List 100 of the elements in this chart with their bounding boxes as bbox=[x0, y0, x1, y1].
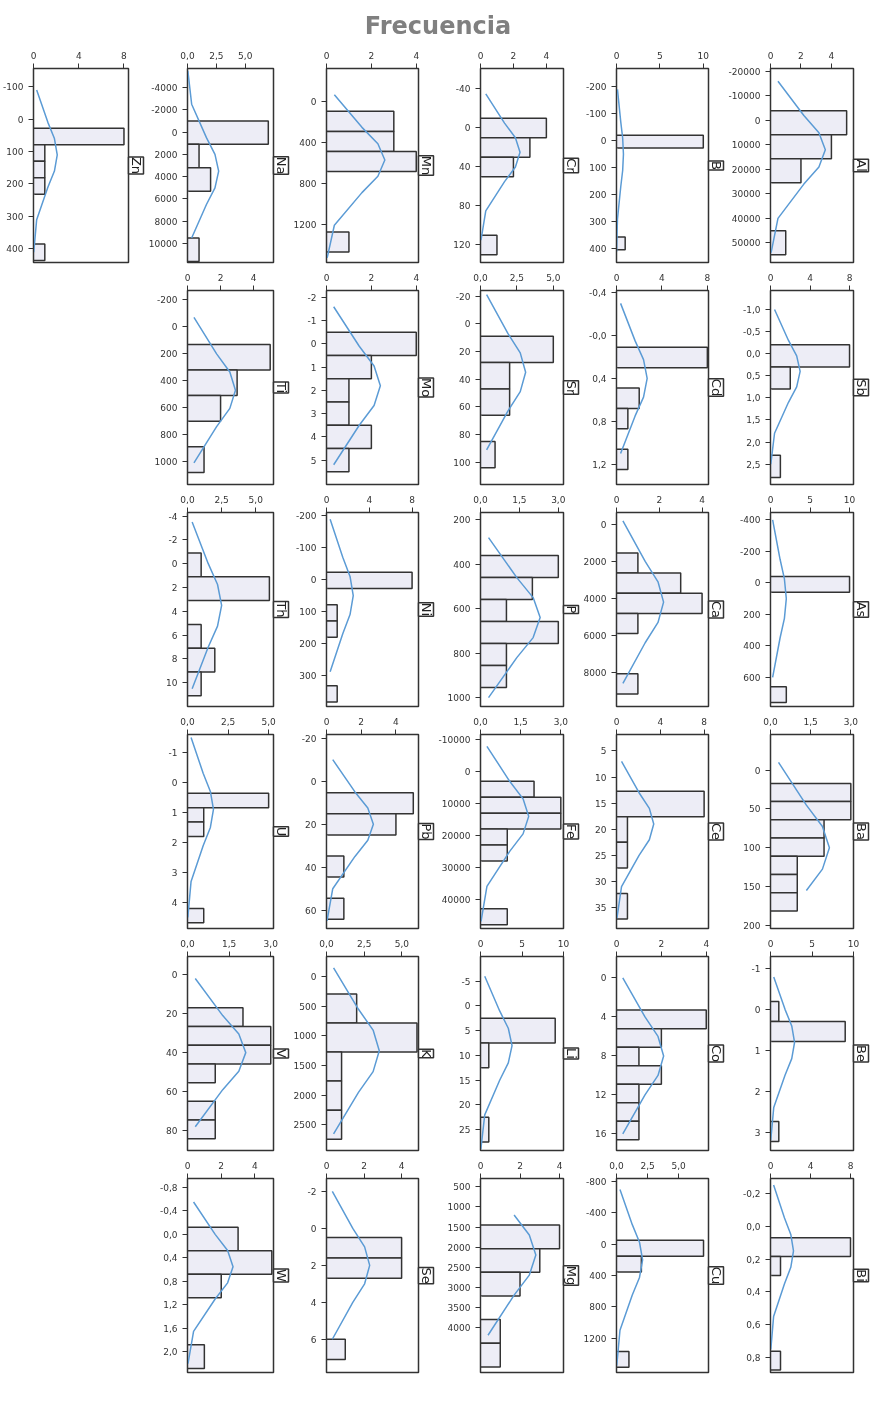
text: Li bbox=[563, 1048, 579, 1059]
text: Mn bbox=[418, 155, 434, 176]
y-tick-label: 0 bbox=[171, 559, 178, 570]
x-tick-label: 0 bbox=[323, 494, 330, 505]
x-tick-label: 2,5 bbox=[357, 938, 372, 949]
y-tick-label: 8000 bbox=[154, 216, 178, 227]
x-tick-label: 0 bbox=[767, 494, 774, 505]
y-tick-label: 0,8 bbox=[592, 416, 607, 427]
y-tick-label: 2,0 bbox=[163, 1347, 178, 1358]
y-tick-label: -200 bbox=[586, 82, 607, 93]
text: Frecuencia bbox=[364, 12, 512, 41]
text: Pb bbox=[418, 823, 434, 840]
y-tick-label: -2 bbox=[168, 535, 178, 546]
x-tick-label: 4 bbox=[659, 272, 666, 283]
y-tick-label: -0,4 bbox=[588, 288, 607, 299]
y-tick-label: 30 bbox=[595, 877, 607, 887]
x-tick-label: 0 bbox=[184, 272, 191, 283]
text: Ca bbox=[708, 600, 724, 619]
x-tick-label: 0 bbox=[613, 494, 620, 505]
y-tick-label: 200 bbox=[743, 920, 761, 931]
y-tick-label: 4 bbox=[171, 897, 178, 908]
x-tick-label: 10 bbox=[847, 938, 860, 949]
y-tick-label: 400 bbox=[589, 244, 607, 255]
y-tick-label: 25 bbox=[595, 850, 607, 861]
y-tick-label: 1,0 bbox=[746, 393, 761, 404]
x-tick-label: 0,0 bbox=[763, 716, 778, 727]
y-tick-label: 0,4 bbox=[746, 1287, 761, 1298]
y-tick-label: 1000 bbox=[447, 1202, 471, 1213]
y-tick-label: 2000 bbox=[447, 1242, 471, 1253]
x-tick-label: 2 bbox=[517, 1160, 523, 1171]
y-tick-label: 800 bbox=[589, 1302, 607, 1313]
x-tick-label: 8 bbox=[701, 716, 708, 727]
y-tick-label: 400 bbox=[453, 559, 471, 570]
y-tick-label: 120 bbox=[453, 240, 471, 251]
y-tick-label: 6 bbox=[171, 630, 178, 641]
y-tick-label: -10000 bbox=[728, 91, 761, 102]
y-tick-label: 16 bbox=[595, 1129, 607, 1140]
text: Ba bbox=[853, 823, 869, 840]
text: Ti bbox=[273, 380, 289, 394]
x-tick-label: 2,5 bbox=[209, 50, 224, 61]
y-tick-label: 8 bbox=[600, 1051, 607, 1062]
y-tick-label: 0,6 bbox=[746, 1320, 761, 1331]
y-tick-label: -400 bbox=[586, 1208, 607, 1219]
y-tick-label: 60 bbox=[166, 1087, 178, 1098]
x-tick-label: 0 bbox=[767, 272, 774, 283]
x-tick-label: 4 bbox=[699, 494, 706, 505]
y-tick-label: 10 bbox=[595, 772, 607, 783]
y-tick-label: 0 bbox=[171, 777, 178, 788]
x-tick-label: 5 bbox=[807, 494, 813, 505]
y-tick-label: 0,0 bbox=[163, 1229, 178, 1240]
x-tick-label: 5 bbox=[657, 50, 663, 61]
x-tick-label: 0 bbox=[767, 50, 774, 61]
y-tick-label: 1,2 bbox=[592, 459, 607, 470]
y-tick-label: 0 bbox=[171, 127, 178, 138]
y-tick-label: 150 bbox=[743, 882, 761, 893]
y-tick-label: 200 bbox=[160, 349, 178, 360]
y-tick-label: 0 bbox=[754, 578, 761, 589]
y-tick-label: 4000 bbox=[154, 172, 178, 183]
x-tick-label: 3,0 bbox=[551, 494, 566, 505]
y-tick-label: 2 bbox=[171, 837, 178, 848]
y-tick-label: -0,5 bbox=[742, 327, 761, 338]
text: Cr bbox=[563, 158, 579, 174]
y-tick-label: 2000 bbox=[293, 1090, 317, 1101]
y-tick-label: -1 bbox=[751, 964, 761, 975]
x-tick-label: 8 bbox=[121, 50, 128, 61]
y-tick-label: -1 bbox=[307, 316, 317, 327]
y-tick-label: 0 bbox=[754, 765, 761, 776]
x-tick-label: 0 bbox=[477, 1160, 484, 1171]
y-tick-label: 200 bbox=[453, 515, 471, 526]
y-tick-label: 5 bbox=[600, 746, 607, 757]
y-tick-label: -100 bbox=[3, 82, 24, 93]
x-tick-label: 2 bbox=[658, 938, 665, 949]
y-tick-label: -10000 bbox=[438, 735, 471, 746]
y-tick-label: 3500 bbox=[447, 1302, 471, 1313]
text: Mo bbox=[418, 377, 434, 398]
y-tick-label: 1500 bbox=[293, 1061, 317, 1072]
y-tick-label: -20 bbox=[455, 291, 471, 302]
text: Zn bbox=[128, 156, 144, 175]
y-tick-label: 0 bbox=[310, 575, 317, 586]
text: V bbox=[273, 1049, 289, 1059]
y-tick-label: 0,2 bbox=[746, 1254, 761, 1265]
y-tick-label: 10000 bbox=[441, 799, 471, 810]
y-tick-label: 0 bbox=[600, 973, 607, 984]
text: Th bbox=[273, 600, 289, 618]
y-tick-label: 0 bbox=[310, 776, 317, 787]
x-tick-label: 0 bbox=[767, 1160, 774, 1171]
y-tick-label: 0,8 bbox=[746, 1353, 761, 1364]
y-tick-label: 100 bbox=[453, 457, 471, 468]
y-tick-label: 400 bbox=[743, 641, 761, 652]
y-tick-label: 100 bbox=[743, 843, 761, 854]
x-tick-label: 1,5 bbox=[221, 938, 237, 949]
y-tick-label: 60 bbox=[459, 402, 471, 413]
y-tick-label: 15 bbox=[459, 1075, 471, 1086]
x-tick-label: 4 bbox=[828, 50, 835, 61]
x-tick-label: 0 bbox=[613, 50, 620, 61]
y-tick-label: 40 bbox=[459, 374, 471, 385]
text: U bbox=[273, 826, 289, 837]
y-tick-label: 20 bbox=[459, 346, 471, 357]
y-tick-label: -1,0 bbox=[742, 305, 761, 315]
x-tick-label: 0 bbox=[323, 1160, 330, 1171]
